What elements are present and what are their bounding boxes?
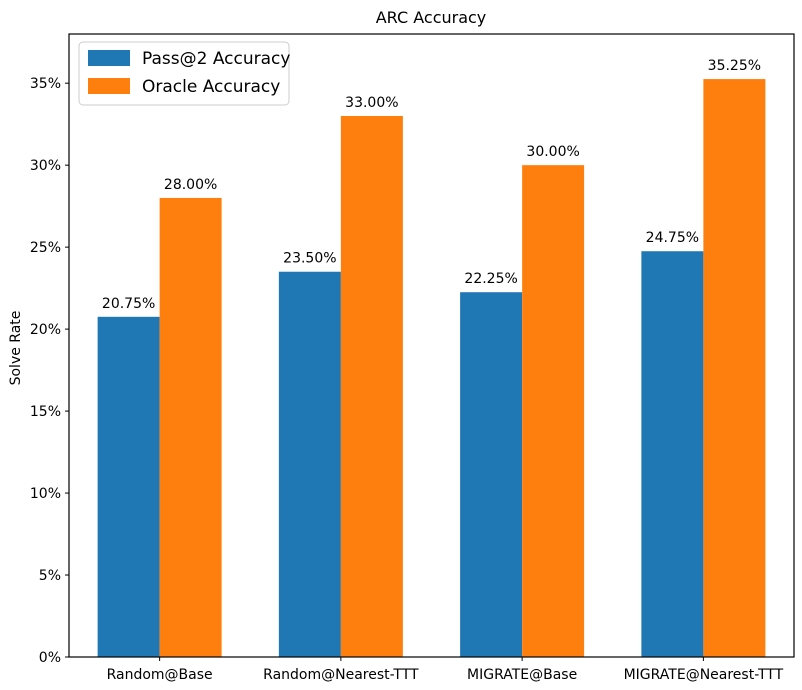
bars-group bbox=[97, 79, 766, 658]
y-tick-label-0: 0% bbox=[39, 650, 61, 666]
legend-label-pass2: Pass@2 Accuracy bbox=[142, 49, 290, 69]
data-label-pass2-0: 20.75% bbox=[102, 296, 155, 312]
data-label-oracle-1: 33.00% bbox=[345, 95, 398, 111]
bar-pass2-3 bbox=[641, 251, 704, 657]
bar-oracle-2 bbox=[522, 165, 585, 657]
x-tick-label-2: MIGRATE@Base bbox=[467, 667, 577, 683]
legend-box bbox=[78, 41, 290, 106]
y-tick-label-4: 20% bbox=[30, 322, 61, 338]
y-axis-label: Solve Rate bbox=[8, 311, 24, 386]
data-label-oracle-2: 30.00% bbox=[526, 144, 579, 160]
bar-oracle-1 bbox=[340, 115, 403, 657]
legend: Pass@2 Accuracy Oracle Accuracy bbox=[78, 41, 290, 106]
bar-pass2-0 bbox=[97, 316, 160, 657]
bar-oracle-0 bbox=[159, 197, 222, 657]
legend-label-oracle: Oracle Accuracy bbox=[142, 77, 280, 97]
data-label-pass2-2: 22.25% bbox=[464, 271, 517, 287]
x-tick-label-0: Random@Base bbox=[107, 667, 213, 683]
data-label-oracle-0: 28.00% bbox=[164, 177, 217, 193]
y-tick-label-1: 5% bbox=[39, 568, 61, 584]
x-tick-label-3: MIGRATE@Nearest-TTT bbox=[624, 667, 784, 683]
data-label-pass2-1: 23.50% bbox=[283, 251, 336, 267]
y-tick-label-7: 35% bbox=[30, 76, 61, 92]
y-tick-label-5: 25% bbox=[30, 240, 61, 256]
bar-pass2-1 bbox=[278, 271, 341, 657]
y-tick-label-3: 15% bbox=[30, 404, 61, 420]
y-tick-label-2: 10% bbox=[30, 486, 61, 502]
bar-pass2-2 bbox=[460, 292, 523, 657]
legend-swatch-pass2 bbox=[88, 50, 130, 66]
y-tick-label-6: 30% bbox=[30, 158, 61, 174]
data-label-pass2-3: 24.75% bbox=[646, 230, 699, 246]
plot-frame bbox=[68, 33, 795, 658]
ticks-group: Random@Base Random@Nearest-TTT MIGRATE@Bas… bbox=[30, 76, 784, 683]
chart-title: ARC Accuracy bbox=[376, 8, 487, 27]
data-label-oracle-3: 35.25% bbox=[708, 58, 761, 74]
x-tick-label-1: Random@Nearest-TTT bbox=[263, 667, 419, 683]
bar-oracle-3 bbox=[703, 79, 766, 658]
data-labels-group: 20.75% 28.00% 23.50% 33.00% 22.25% 30.00% 24.7… bbox=[102, 58, 761, 312]
legend-swatch-oracle bbox=[88, 78, 130, 94]
